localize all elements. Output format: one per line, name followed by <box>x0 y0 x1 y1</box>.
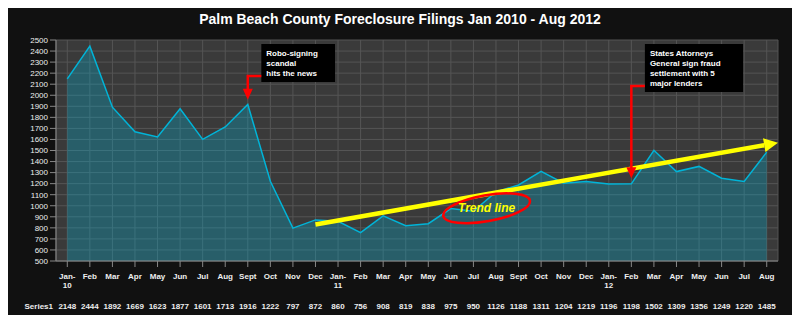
svg-text:1000: 1000 <box>30 202 48 211</box>
svg-text:800: 800 <box>35 224 49 233</box>
svg-text:Dec: Dec <box>579 272 594 281</box>
svg-text:975: 975 <box>444 302 458 311</box>
svg-text:1623: 1623 <box>149 302 167 311</box>
svg-text:700: 700 <box>35 235 49 244</box>
svg-text:1877: 1877 <box>171 302 189 311</box>
svg-text:Trend line: Trend line <box>458 201 515 215</box>
svg-text:2300: 2300 <box>30 58 48 67</box>
svg-text:hits the news: hits the news <box>266 69 317 78</box>
svg-text:Sept: Sept <box>510 272 528 281</box>
svg-text:1485: 1485 <box>758 302 776 311</box>
svg-text:1601: 1601 <box>194 302 212 311</box>
svg-text:1300: 1300 <box>30 168 48 177</box>
svg-text:May: May <box>150 272 166 281</box>
svg-text:908: 908 <box>376 302 390 311</box>
svg-text:Jan-: Jan- <box>601 272 618 281</box>
svg-text:Aug: Aug <box>217 272 233 281</box>
svg-text:1900: 1900 <box>30 102 48 111</box>
svg-text:756: 756 <box>354 302 368 311</box>
svg-text:1204: 1204 <box>555 302 573 311</box>
svg-text:Jul: Jul <box>197 272 209 281</box>
svg-text:Jul: Jul <box>738 272 750 281</box>
svg-text:1126: 1126 <box>487 302 505 311</box>
svg-text:Apr: Apr <box>399 272 413 281</box>
svg-text:872: 872 <box>309 302 323 311</box>
svg-text:Jun: Jun <box>714 272 728 281</box>
svg-text:1713: 1713 <box>216 302 234 311</box>
svg-text:860: 860 <box>331 302 345 311</box>
svg-text:1219: 1219 <box>577 302 595 311</box>
svg-text:May: May <box>691 272 707 281</box>
svg-text:Apr: Apr <box>128 272 142 281</box>
svg-text:600: 600 <box>35 246 49 255</box>
svg-text:Dec: Dec <box>308 272 323 281</box>
svg-text:2500: 2500 <box>30 36 48 45</box>
svg-text:1502: 1502 <box>645 302 663 311</box>
svg-text:Nov: Nov <box>285 272 301 281</box>
svg-text:Mar: Mar <box>647 272 661 281</box>
svg-text:Jan-: Jan- <box>59 272 76 281</box>
svg-text:Mar: Mar <box>105 272 119 281</box>
svg-text:2400: 2400 <box>30 47 48 56</box>
svg-text:1800: 1800 <box>30 113 48 122</box>
svg-text:Feb: Feb <box>83 272 97 281</box>
svg-text:1200: 1200 <box>30 179 48 188</box>
svg-text:scandal: scandal <box>266 59 296 68</box>
svg-text:1400: 1400 <box>30 157 48 166</box>
svg-text:Feb: Feb <box>353 272 367 281</box>
svg-text:1249: 1249 <box>713 302 731 311</box>
svg-text:Oct: Oct <box>534 272 548 281</box>
svg-text:1356: 1356 <box>690 302 708 311</box>
svg-text:States Attorneys: States Attorneys <box>650 49 714 58</box>
svg-text:900: 900 <box>35 213 49 222</box>
svg-text:1892: 1892 <box>104 302 122 311</box>
svg-text:Jul: Jul <box>468 272 480 281</box>
svg-text:Mar: Mar <box>376 272 390 281</box>
svg-text:Aug: Aug <box>488 272 504 281</box>
svg-text:1220: 1220 <box>735 302 753 311</box>
svg-text:1309: 1309 <box>668 302 686 311</box>
svg-text:Series1: Series1 <box>25 302 54 311</box>
svg-text:major lenders: major lenders <box>650 79 703 88</box>
svg-text:500: 500 <box>35 257 49 266</box>
svg-text:Apr: Apr <box>670 272 684 281</box>
svg-text:Oct: Oct <box>264 272 278 281</box>
svg-text:2148: 2148 <box>58 302 76 311</box>
svg-text:1188: 1188 <box>510 302 528 311</box>
svg-text:1700: 1700 <box>30 124 48 133</box>
svg-text:2444: 2444 <box>81 302 99 311</box>
svg-text:Nov: Nov <box>556 272 572 281</box>
svg-text:Sept: Sept <box>239 272 257 281</box>
svg-text:2000: 2000 <box>30 91 48 100</box>
svg-text:1916: 1916 <box>239 302 257 311</box>
svg-text:1198: 1198 <box>623 302 641 311</box>
svg-text:settlement with 5: settlement with 5 <box>650 69 715 78</box>
svg-text:1600: 1600 <box>30 135 48 144</box>
svg-text:1196: 1196 <box>600 302 618 311</box>
svg-text:General sign fraud: General sign fraud <box>650 59 721 68</box>
svg-text:Robo-signing: Robo-signing <box>266 49 318 58</box>
svg-text:819: 819 <box>399 302 413 311</box>
svg-text:1500: 1500 <box>30 146 48 155</box>
svg-text:Jan-: Jan- <box>330 272 347 281</box>
svg-text:Feb: Feb <box>624 272 638 281</box>
svg-text:950: 950 <box>467 302 481 311</box>
svg-text:1222: 1222 <box>261 302 279 311</box>
svg-text:797: 797 <box>286 302 300 311</box>
svg-text:Aug: Aug <box>759 272 775 281</box>
svg-text:1669: 1669 <box>126 302 144 311</box>
svg-text:Jun: Jun <box>444 272 458 281</box>
svg-text:Jun: Jun <box>173 272 187 281</box>
svg-text:1311: 1311 <box>532 302 550 311</box>
svg-text:1100: 1100 <box>31 191 49 200</box>
svg-text:12: 12 <box>604 281 613 290</box>
svg-text:11: 11 <box>334 281 343 290</box>
svg-text:10: 10 <box>63 281 72 290</box>
svg-text:May: May <box>421 272 437 281</box>
svg-text:2200: 2200 <box>30 69 48 78</box>
svg-text:838: 838 <box>422 302 436 311</box>
svg-text:2100: 2100 <box>30 80 48 89</box>
html-text:Palm Beach County Foreclosure: Palm Beach County Foreclosure Filings Ja… <box>199 11 601 27</box>
